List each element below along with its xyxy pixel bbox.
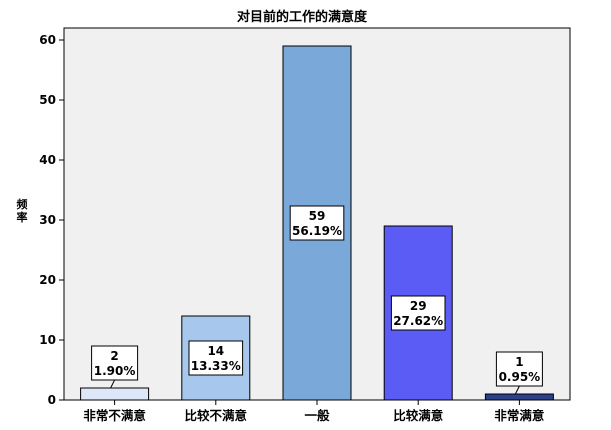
bar	[80, 387, 150, 401]
x-tick-label: 比较不满意	[185, 408, 248, 423]
y-tick-label: 20	[39, 273, 56, 287]
data-label-leader	[514, 385, 520, 395]
y-tick-label: 40	[39, 153, 56, 167]
y-axis: 0 10 20 30 40 50 60	[39, 33, 64, 407]
data-label-box	[188, 340, 244, 376]
data-label-count: 59	[309, 209, 326, 223]
y-tick-label: 50	[39, 93, 56, 107]
x-tick-label: 非常满意	[494, 408, 544, 423]
x-tick-label: 非常不满意	[83, 408, 146, 423]
data-label-percent: 0.95%	[499, 370, 541, 384]
data-label-box	[289, 205, 345, 241]
y-axis-label-char: 频	[17, 197, 28, 211]
x-tick-label: 比较满意	[393, 408, 443, 423]
data-label-count: 29	[410, 299, 427, 313]
data-label-percent: 56.19%	[292, 224, 342, 238]
data-label-leader	[110, 379, 116, 389]
data-label-box	[390, 295, 446, 331]
data-label-percent: 27.62%	[393, 314, 443, 328]
data-label-box	[91, 345, 139, 381]
data-label-box	[495, 351, 543, 387]
data-label-percent: 1.90%	[94, 364, 136, 378]
y-tick-label: 10	[39, 333, 56, 347]
y-tick-label: 60	[39, 33, 56, 47]
data-label-count: 14	[207, 344, 224, 358]
data-label-percent: 13.33%	[191, 359, 241, 373]
data-label-count: 2	[110, 349, 118, 363]
x-axis: 非常不满意 比较不满意 一般 比较满意 非常满意	[83, 400, 544, 423]
y-axis-label-char: 率	[17, 210, 28, 224]
y-tick-label: 30	[39, 213, 56, 227]
y-tick-label: 0	[48, 393, 56, 407]
y-axis-label: 频率	[17, 197, 28, 224]
bar	[484, 393, 554, 401]
x-tick-label: 一般	[304, 408, 330, 423]
data-label-count: 1	[515, 355, 523, 369]
chart-title: 对目前的工作的满意度	[237, 9, 368, 25]
